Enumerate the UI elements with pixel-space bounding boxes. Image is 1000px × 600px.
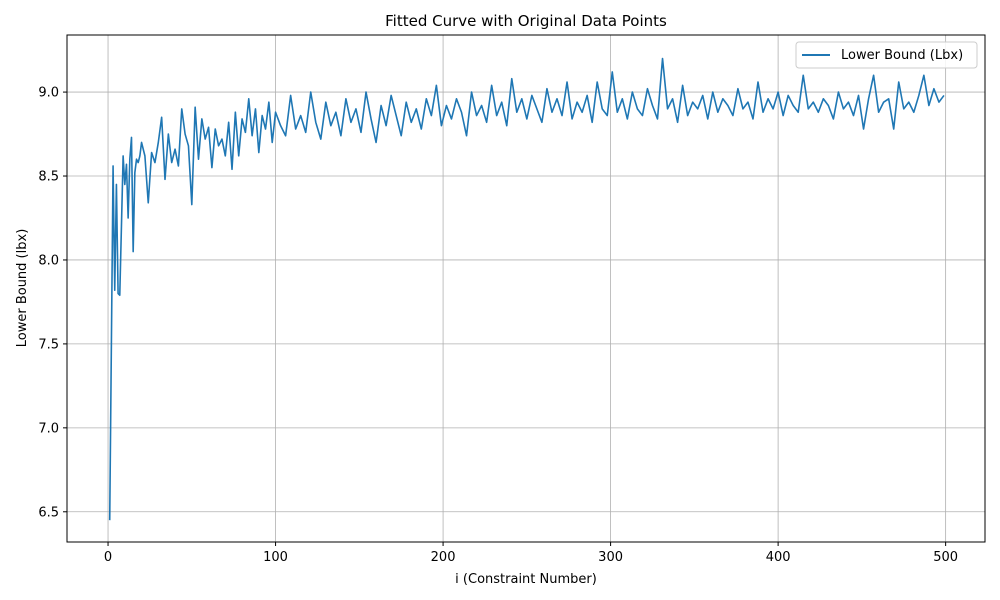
y-tick-label: 8.0 <box>38 253 59 268</box>
legend-box <box>795 41 978 69</box>
plot-frame <box>66 34 986 543</box>
y-tick-label: 7.5 <box>38 337 59 352</box>
x-tick-label: 0 <box>104 550 112 565</box>
y-tick-label: 9.0 <box>38 86 59 101</box>
x-tick-label: 400 <box>766 550 791 565</box>
legend-label: Lower Bound (Lbx) <box>841 48 963 63</box>
chart-title: Fitted Curve with Original Data Points <box>385 12 667 30</box>
x-tick-label: 200 <box>431 550 456 565</box>
x-tick-label: 500 <box>933 550 958 565</box>
legend: Lower Bound (Lbx) <box>795 41 978 69</box>
series-line-lower-bound <box>108 57 945 521</box>
series-group <box>108 57 945 521</box>
x-axis-label: i (Constraint Number) <box>455 572 597 587</box>
x-tick-label: 300 <box>598 550 623 565</box>
axis-ticks: 0 100 200 300 400 500 6.5 7.0 7.5 8.0 8.5 9.0 <box>38 86 958 565</box>
y-tick-label: 8.5 <box>38 170 59 185</box>
y-tick-label: 7.0 <box>38 421 59 436</box>
y-axis-label: Lower Bound (lbx) <box>15 229 30 348</box>
x-tick-label: 100 <box>263 550 288 565</box>
y-tick-label: 6.5 <box>38 505 59 520</box>
